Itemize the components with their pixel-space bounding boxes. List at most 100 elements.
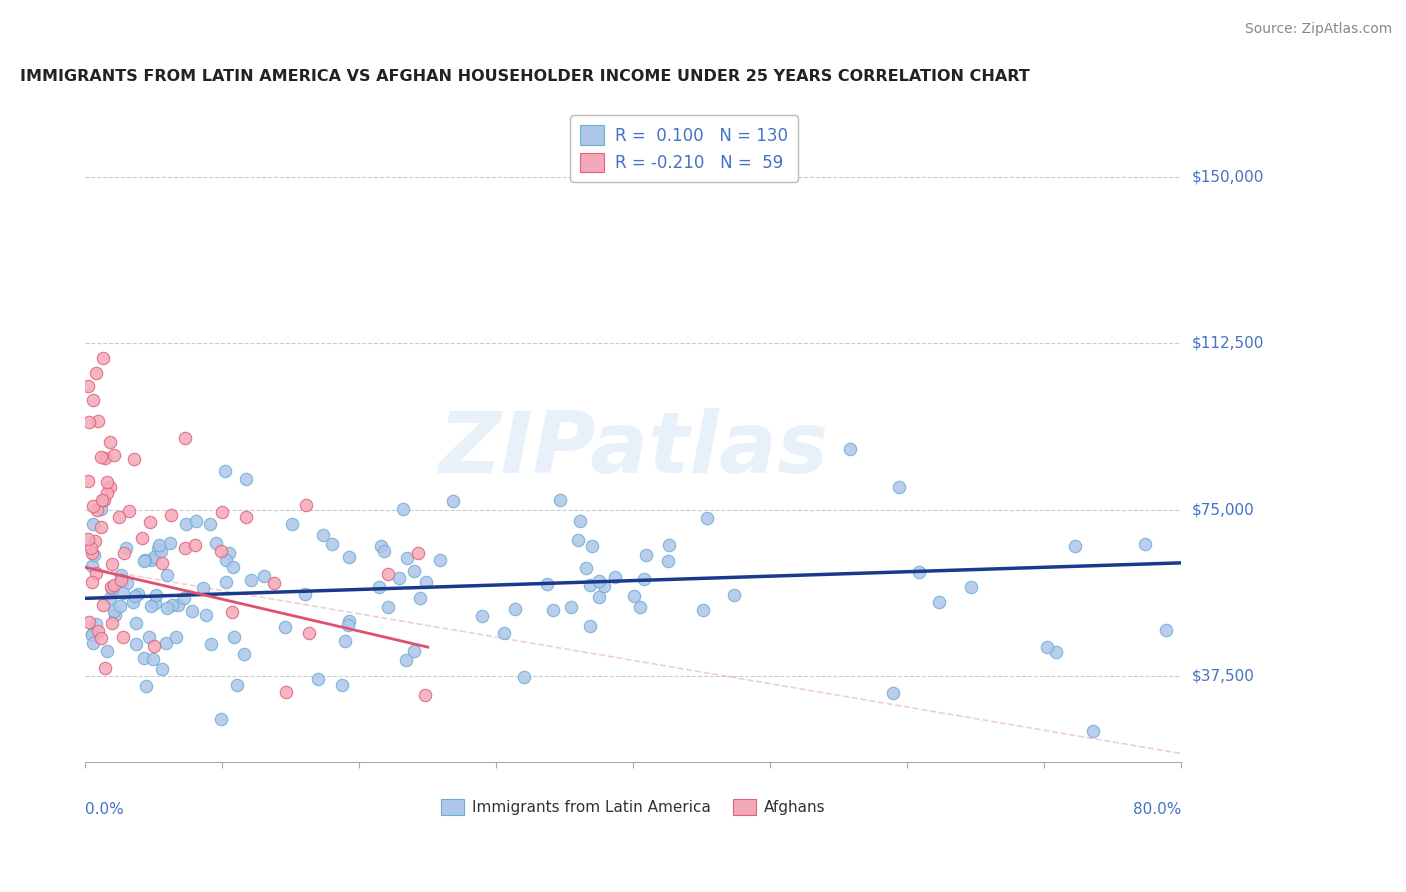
Point [233, 647, 256, 661]
Point [82, 636, 104, 650]
Point [623, 589, 645, 603]
Point [132, 651, 155, 665]
Point [471, 608, 494, 623]
Point [388, 571, 411, 585]
Point [195, 607, 218, 622]
Point [150, 662, 173, 676]
Point [83, 548, 105, 562]
Point [100, 591, 122, 606]
Point [155, 568, 177, 582]
Point [100, 615, 122, 630]
Point [115, 575, 138, 590]
Point [104, 607, 127, 622]
Point [94, 661, 117, 675]
Point [337, 618, 360, 632]
Point [441, 493, 464, 508]
Point [1135, 537, 1157, 551]
Point [107, 509, 129, 524]
Point [579, 578, 602, 592]
Point [150, 544, 173, 558]
Point [569, 514, 592, 528]
Point [98, 435, 121, 450]
Point [127, 587, 149, 601]
Point [1036, 640, 1059, 654]
Point [111, 630, 134, 644]
Point [882, 686, 904, 700]
Point [103, 605, 125, 619]
Point [173, 431, 195, 445]
Point [77, 474, 100, 488]
Text: $75,000: $75,000 [1192, 502, 1256, 517]
Point [658, 538, 681, 552]
Point [273, 620, 295, 634]
Point [603, 570, 626, 584]
Point [159, 508, 181, 522]
Point [125, 616, 148, 631]
Point [392, 501, 415, 516]
Point [209, 544, 232, 558]
Point [93, 451, 115, 466]
Point [839, 442, 862, 456]
Point [141, 553, 163, 567]
Point [226, 678, 249, 692]
Point [307, 673, 329, 687]
Point [235, 510, 257, 524]
Point [159, 536, 181, 550]
Point [628, 600, 651, 615]
Text: Source: ZipAtlas.com: Source: ZipAtlas.com [1244, 22, 1392, 37]
Point [294, 587, 316, 601]
Point [339, 614, 361, 628]
Point [165, 630, 187, 644]
Point [928, 595, 950, 609]
Point [125, 637, 148, 651]
Point [579, 619, 602, 633]
Point [221, 605, 243, 619]
Point [373, 544, 395, 558]
Point [184, 538, 207, 552]
Point [103, 578, 125, 592]
Point [100, 557, 122, 571]
Point [122, 595, 145, 609]
Point [150, 556, 173, 570]
Point [173, 541, 195, 556]
Point [122, 451, 145, 466]
Point [108, 599, 131, 613]
Point [215, 553, 238, 567]
Point [1154, 623, 1177, 637]
Point [80, 575, 103, 590]
Point [512, 670, 534, 684]
Point [139, 515, 162, 529]
Point [200, 637, 222, 651]
Point [214, 575, 236, 590]
Point [588, 574, 610, 588]
Point [333, 634, 356, 648]
Text: $112,500: $112,500 [1192, 335, 1264, 351]
Point [588, 590, 610, 604]
Point [723, 588, 745, 602]
Point [93, 493, 115, 508]
Point [222, 560, 245, 574]
Point [1064, 539, 1087, 553]
Point [80, 546, 103, 560]
Point [402, 644, 425, 658]
Text: IMMIGRANTS FROM LATIN AMERICA VS AFGHAN HOUSEHOLDER INCOME UNDER 25 YEARS CORREL: IMMIGRANTS FROM LATIN AMERICA VS AFGHAN … [20, 69, 1029, 84]
Point [111, 585, 134, 599]
Point [370, 539, 392, 553]
Point [91, 493, 114, 508]
Point [173, 591, 195, 606]
Point [82, 517, 104, 532]
Point [274, 685, 297, 699]
Point [377, 566, 399, 581]
Point [211, 505, 233, 519]
Point [560, 600, 582, 615]
Point [367, 580, 389, 594]
Point [174, 517, 197, 532]
Point [79, 541, 101, 556]
Point [263, 575, 285, 590]
Point [96, 644, 118, 658]
Point [337, 550, 360, 565]
Point [98, 480, 121, 494]
Point [574, 561, 596, 575]
Point [492, 625, 515, 640]
Point [87, 414, 110, 428]
